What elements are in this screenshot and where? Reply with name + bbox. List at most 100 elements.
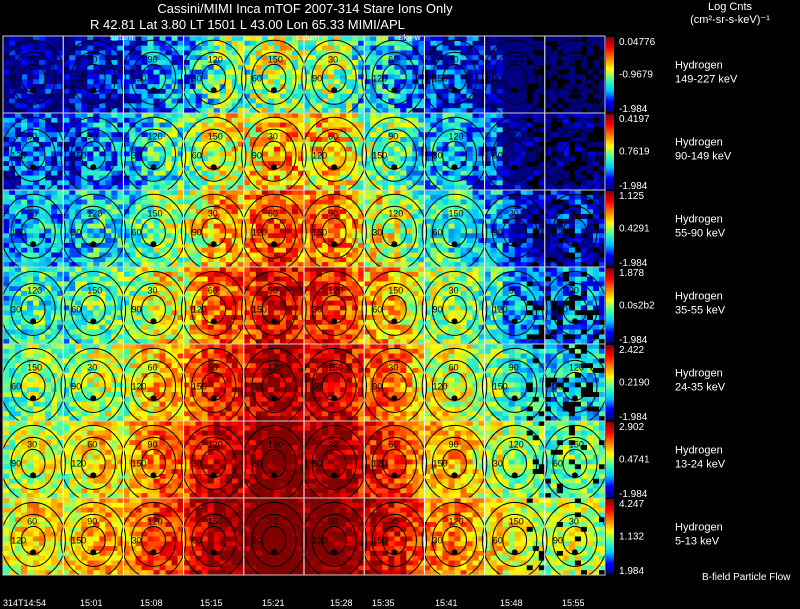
- contour-ring: [251, 128, 297, 182]
- heatmap-cell: [574, 223, 582, 229]
- heatmap-cell: [69, 122, 76, 128]
- heatmap-cell: [598, 214, 606, 220]
- heatmap-cell: [586, 88, 594, 95]
- heatmap-cell: [153, 233, 160, 239]
- heatmap-cell: [352, 199, 359, 205]
- heatmap-cell: [376, 55, 383, 61]
- heatmap-cell: [502, 170, 509, 176]
- heatmap-cell: [496, 108, 503, 114]
- heatmap-cell: [195, 204, 202, 210]
- heatmap-cell: [424, 108, 431, 114]
- heatmap-cell: [21, 209, 28, 215]
- heatmap-cell: [285, 103, 293, 109]
- heatmap-cell: [39, 170, 46, 176]
- heatmap-cell: [322, 204, 329, 210]
- heatmap-cell: [460, 209, 467, 215]
- heatmap-cell: [261, 60, 269, 66]
- heatmap-cell: [496, 151, 503, 157]
- heatmap-cell: [201, 69, 208, 75]
- heatmap-cell: [496, 156, 503, 162]
- heatmap-cell: [340, 199, 347, 205]
- heatmap-cell: [69, 108, 76, 114]
- heatmap-cell: [370, 204, 377, 210]
- heatmap-cell: [568, 247, 576, 253]
- heatmap-cell: [412, 141, 419, 147]
- heatmap-cell: [57, 156, 64, 162]
- heatmap-cell: [466, 165, 473, 172]
- heatmap-cell: [394, 137, 401, 143]
- heatmap-cell: [334, 69, 341, 75]
- heatmap-cell: [484, 185, 491, 191]
- heatmap-cell: [195, 199, 202, 205]
- heatmap-cell: [334, 214, 341, 220]
- heatmap-cell: [448, 199, 455, 205]
- heatmap-cell: [544, 146, 552, 152]
- heatmap-cell: [75, 209, 82, 215]
- heatmap-cell: [255, 84, 263, 90]
- heatmap-cell: [454, 180, 461, 186]
- heatmap-cell: [105, 60, 112, 66]
- heatmap-cell: [9, 60, 16, 66]
- heatmap-cell: [508, 113, 515, 119]
- heatmap-cell: [105, 161, 112, 167]
- contour-ring: [552, 51, 598, 105]
- heatmap-cell: [598, 122, 606, 128]
- heatmap-cell: [69, 132, 76, 138]
- heatmap-cell: [141, 141, 148, 147]
- heatmap-cell: [135, 146, 142, 152]
- heatmap-cell: [394, 185, 401, 191]
- heatmap-cell: [213, 233, 221, 239]
- heatmap-cell: [117, 74, 124, 80]
- heatmap-cell: [177, 122, 184, 128]
- heatmap-cell: [279, 127, 287, 133]
- heatmap-cell: [33, 190, 40, 196]
- heatmap-cell: [454, 228, 461, 234]
- heatmap-cell: [291, 113, 299, 119]
- heatmap-cell: [45, 60, 52, 66]
- heatmap-cell: [514, 55, 522, 61]
- heatmap-cell: [568, 113, 576, 119]
- heatmap-cell: [514, 60, 522, 66]
- heatmap-cell: [267, 132, 275, 138]
- heatmap-cell: [87, 69, 94, 75]
- heatmap-cell: [544, 108, 552, 114]
- heatmap-cell: [21, 103, 28, 109]
- heatmap-cell: [87, 170, 94, 176]
- heatmap-cell: [424, 228, 431, 234]
- heatmap-cell: [520, 214, 528, 220]
- heatmap-cell: [388, 79, 395, 85]
- heatmap-cell: [195, 45, 202, 51]
- heatmap-cell: [364, 50, 371, 56]
- heatmap-cell: [243, 199, 251, 205]
- heatmap-cell: [297, 50, 305, 56]
- heatmap-cell: [99, 55, 106, 61]
- heatmap-cell: [550, 50, 558, 56]
- heatmap-cell: [556, 170, 564, 176]
- heatmap-cell: [147, 64, 154, 70]
- heatmap-cell: [243, 223, 251, 229]
- heatmap-cell: [328, 45, 335, 51]
- heatmap-cell: [598, 223, 606, 229]
- heatmap-cell: [249, 69, 257, 75]
- heatmap-cell: [442, 141, 449, 147]
- heatmap-cell: [514, 74, 522, 80]
- heatmap-cell: [9, 218, 16, 224]
- heatmap-cell: [544, 141, 552, 147]
- heatmap-cell: [297, 88, 305, 95]
- heatmap-cell: [556, 45, 564, 51]
- heatmap-cell: [231, 45, 239, 51]
- heatmap-cell: [243, 185, 251, 191]
- heatmap-cell: [574, 60, 582, 66]
- heatmap-cell: [207, 156, 214, 162]
- heatmap-cell: [478, 40, 485, 46]
- heatmap-cell: [328, 151, 335, 157]
- heatmap-cell: [195, 50, 202, 56]
- heatmap-cell: [370, 185, 377, 191]
- heatmap-cell: [93, 223, 100, 229]
- heatmap-cell: [225, 108, 233, 114]
- heatmap-cell: [382, 103, 389, 109]
- heatmap-cell: [472, 55, 479, 61]
- heatmap-cell: [69, 199, 76, 205]
- heatmap-cell: [129, 218, 136, 224]
- heatmap-cell: [496, 185, 503, 191]
